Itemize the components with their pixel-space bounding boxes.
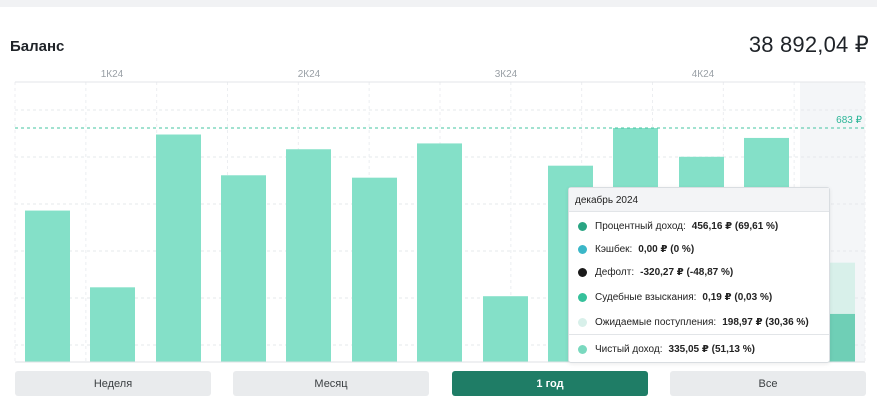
legend-dot <box>578 344 587 354</box>
legend-dot <box>578 267 587 277</box>
tooltip-row-label: Процентный доход: <box>595 220 686 232</box>
tooltip-row-label: Чистый доход: <box>595 343 663 355</box>
tooltip-row-interest: Процентный доход: 456,16 ₽ (69,61 %) <box>578 219 778 233</box>
tooltip-divider <box>569 334 829 335</box>
legend-dot <box>578 221 587 231</box>
quarter-tick-label: 4К24 <box>692 69 715 80</box>
legend-dot <box>578 317 587 327</box>
tooltip-title: декабрь 2024 <box>569 188 829 212</box>
bar-май <box>286 149 331 362</box>
tooltip-row-value: 0,19 ₽ (0,03 %) <box>702 291 773 303</box>
period-month-button[interactable]: Месяц <box>233 371 429 396</box>
average-line-label: 683 ₽ <box>836 115 862 126</box>
bar-июл <box>417 143 462 362</box>
bar-фев <box>90 287 135 362</box>
page-title: Баланс <box>10 38 65 55</box>
balance-amount: 38 892,04 ₽ <box>748 32 869 57</box>
tooltip-row-label: Кэшбек: <box>595 243 633 255</box>
period-all-button[interactable]: Все <box>670 371 866 396</box>
top-strip <box>0 0 877 7</box>
bar-янв <box>25 210 70 362</box>
bar-авг <box>483 296 528 362</box>
legend-dot <box>578 244 587 254</box>
tooltip-row-default: Дефолт: -320,27 ₽ (-48,87 %) <box>578 265 733 279</box>
tooltip-row-value: 0,00 ₽ (0 %) <box>638 243 695 255</box>
tooltip-row-label: Судебные взыскания: <box>595 291 697 303</box>
quarter-tick-label: 2К24 <box>298 69 321 80</box>
period-year-button[interactable]: 1 год <box>452 371 648 396</box>
quarter-tick-label: 1К24 <box>101 69 124 80</box>
period-week-button[interactable]: Неделя <box>15 371 211 396</box>
bar-июн <box>352 177 397 362</box>
tooltip-row-label: Ожидаемые поступления: <box>595 316 717 328</box>
tooltip-row-value: 198,97 ₽ (30,36 %) <box>722 316 809 328</box>
tooltip-row-value: -320,27 ₽ (-48,87 %) <box>640 266 734 278</box>
tooltip-row-value: 456,16 ₽ (69,61 %) <box>691 220 779 232</box>
tooltip-row-value: 335,05 ₽ (51,13 %) <box>668 343 755 355</box>
tooltip-row-court-recovery: Судебные взыскания: 0,19 ₽ (0,03 %) <box>578 290 772 304</box>
tooltip-row-net-income: Чистый доход: 335,05 ₽ (51,13 %) <box>578 342 755 356</box>
tooltip-row-expected: Ожидаемые поступления: 198,97 ₽ (30,36 %… <box>578 315 809 329</box>
chart-tooltip: декабрь 2024 Процентный доход: 456,16 ₽ … <box>568 187 830 363</box>
quarter-tick-label: 3К24 <box>495 69 518 80</box>
legend-dot <box>578 292 587 302</box>
bar-апр <box>221 175 266 362</box>
tooltip-row-cashback: Кэшбек: 0,00 ₽ (0 %) <box>578 242 694 256</box>
tooltip-row-label: Дефолт: <box>595 266 635 278</box>
bar-мар <box>156 134 201 362</box>
